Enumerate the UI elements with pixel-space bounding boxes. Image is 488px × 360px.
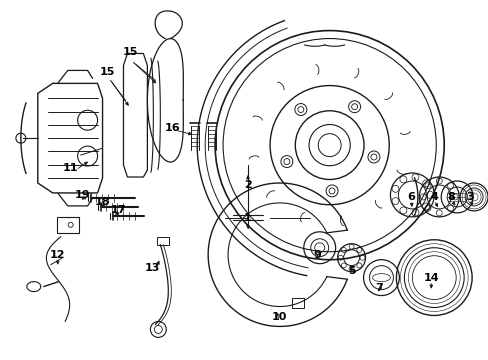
Text: 15: 15 [100,67,115,77]
Text: 5: 5 [347,266,355,276]
Text: 9: 9 [313,250,321,260]
Text: 15: 15 [122,48,138,58]
Text: 10: 10 [272,312,287,323]
Text: 11: 11 [63,163,78,173]
Text: 6: 6 [407,192,414,202]
Text: 16: 16 [164,123,180,133]
Text: 4: 4 [429,192,437,202]
Text: 12: 12 [50,250,65,260]
Text: 3: 3 [466,192,473,202]
Text: 17: 17 [110,205,126,215]
Text: 14: 14 [423,273,438,283]
Text: 18: 18 [95,197,110,207]
Bar [157,237,169,245]
Text: 7: 7 [375,283,383,293]
Text: 2: 2 [244,180,251,190]
Text: 8: 8 [447,192,454,202]
Text: 13: 13 [144,263,160,273]
Bar [57,217,79,233]
Bar [291,298,303,309]
Text: 1: 1 [244,213,251,223]
Text: 19: 19 [75,190,90,200]
